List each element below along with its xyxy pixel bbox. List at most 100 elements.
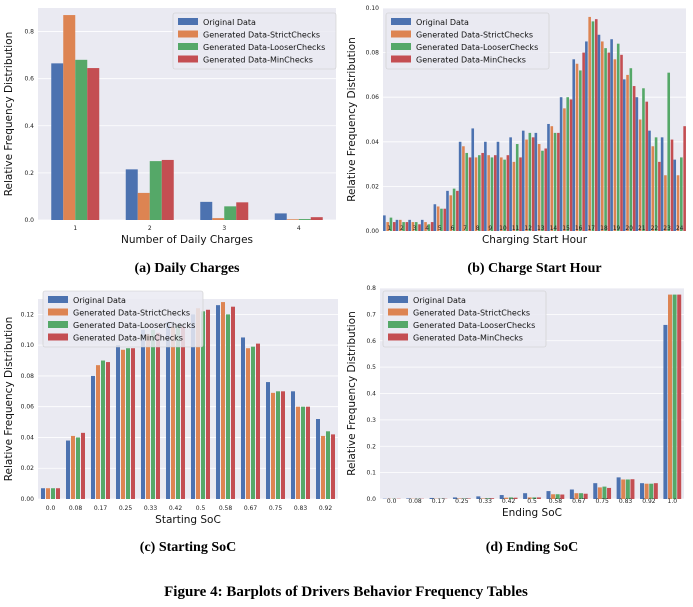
bar <box>575 63 579 231</box>
bar <box>465 152 469 231</box>
bar <box>386 222 389 231</box>
bar <box>301 406 305 499</box>
bar <box>151 329 155 499</box>
bar <box>677 294 682 499</box>
x-tick-label: 16 <box>575 225 583 232</box>
x-tick-label: 15 <box>562 225 570 232</box>
bar <box>632 86 636 231</box>
legend-swatch <box>178 18 198 25</box>
bar <box>81 432 85 499</box>
y-axis-label: Relative Frequency Distribution <box>346 37 358 202</box>
x-tick-label: 0.0 <box>387 498 397 505</box>
x-tick-label: 0.42 <box>169 505 183 512</box>
bar <box>521 130 525 231</box>
bar <box>221 302 225 499</box>
bar <box>443 208 447 231</box>
y-tick-label: 0.10 <box>366 5 380 12</box>
chart-panel-3: 0.00 0.02 0.04 0.06 0.08 0.10 0.12 0.0 0.08 0.17 0… <box>3 290 338 555</box>
bar <box>546 491 551 499</box>
x-tick-label: 0.67 <box>244 505 258 512</box>
bar <box>291 391 295 499</box>
bar <box>523 493 528 499</box>
bar <box>476 496 481 499</box>
legend: Original Data Generated Data-StrictChecks… <box>382 290 547 348</box>
x-tick-label: 6 <box>451 225 455 232</box>
bar <box>625 479 630 499</box>
bar <box>496 141 500 231</box>
y-axis-label: Relative Frequency Distribution <box>3 32 15 197</box>
legend-swatch <box>178 30 198 38</box>
bar <box>626 74 629 232</box>
x-tick-label: 2 <box>400 225 404 232</box>
bar <box>141 329 145 499</box>
bar <box>137 192 150 220</box>
y-tick-label: 0.2 <box>24 170 34 177</box>
x-tick-label: 0.58 <box>219 505 233 512</box>
subfigure-caption: (b) Charge Start Hour <box>467 261 601 276</box>
y-tick-label: 0.8 <box>24 29 34 36</box>
bar <box>326 431 330 499</box>
bar <box>436 206 440 231</box>
x-tick-label: 0.42 <box>502 498 516 505</box>
bar <box>593 483 598 499</box>
bar <box>622 79 626 231</box>
bar <box>649 483 654 499</box>
bar <box>462 146 465 231</box>
bar <box>638 119 642 231</box>
bar <box>251 346 255 499</box>
bar <box>392 222 396 231</box>
legend-swatch <box>48 333 68 341</box>
bar <box>76 437 80 499</box>
legend: Original Data Generated Data-StrictChecks… <box>385 12 550 70</box>
y-tick-label: 0.4 <box>366 391 376 398</box>
x-tick-label: 0.75 <box>269 505 283 512</box>
bar <box>642 88 645 231</box>
x-tick-label: 1.0 <box>668 498 678 505</box>
bar <box>673 159 677 231</box>
bar <box>478 155 481 231</box>
bar <box>321 435 325 499</box>
bar <box>458 141 462 231</box>
bar <box>75 59 88 221</box>
y-tick-label: 0.12 <box>21 311 35 318</box>
y-tick-label: 0.1 <box>366 470 376 477</box>
y-tick-label: 0.7 <box>366 311 376 318</box>
x-tick-label: 5 <box>438 225 442 232</box>
bar <box>418 224 421 231</box>
legend-label: Generated Data-MinChecks <box>416 56 526 65</box>
bar <box>591 21 595 231</box>
bar <box>597 487 602 499</box>
bar <box>466 498 471 499</box>
y-tick-label: 0.3 <box>366 417 376 424</box>
x-tick-label: 12 <box>524 225 532 232</box>
bar <box>276 391 280 499</box>
legend-label: Original Data <box>203 18 256 27</box>
bar <box>644 483 649 499</box>
x-tick-label: 0.08 <box>69 505 83 512</box>
bar <box>406 498 411 499</box>
bar <box>555 494 560 499</box>
x-tick-label: 18 <box>600 225 608 232</box>
bar <box>395 219 399 231</box>
bar <box>430 222 434 231</box>
bar <box>653 483 658 499</box>
y-tick-label: 0.06 <box>21 404 35 411</box>
bar <box>411 222 415 231</box>
bar <box>468 157 472 231</box>
x-axis-label: Charging Start Hour <box>482 234 588 246</box>
y-axis-label: Relative Frequency Distribution <box>346 311 358 476</box>
legend-label: Generated Data-MinChecks <box>73 334 183 343</box>
bar <box>126 348 130 499</box>
legend-swatch <box>391 18 411 25</box>
bar <box>683 126 686 231</box>
bar <box>271 392 275 499</box>
legend-label: Original Data <box>416 18 469 27</box>
legend-swatch <box>391 55 411 63</box>
bar <box>236 202 249 220</box>
bar <box>547 123 550 231</box>
y-tick-label: 0.0 <box>24 217 34 224</box>
bar <box>226 314 230 499</box>
bar <box>532 497 537 499</box>
bar <box>607 52 611 231</box>
bar <box>635 97 639 231</box>
